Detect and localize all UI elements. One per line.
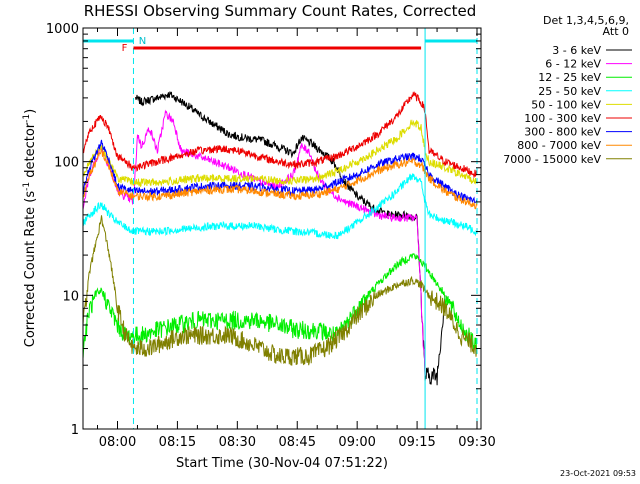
x-tick-label: 09:00 (338, 435, 375, 450)
axis-ticks: 08:00 08:15 08:30 08:45 09:00 09:15 09:30 1 10 10… (46, 22, 496, 450)
legend-label-5: 50 - 100 keV (531, 98, 601, 111)
legend-label-3: 12 - 25 keV (538, 71, 601, 84)
x-tick-label: 09:30 (458, 435, 495, 450)
legend-header-line: Det 1,3,4,5,6,9, (543, 14, 629, 27)
series-group (83, 91, 478, 386)
x-tick-label: 08:15 (159, 435, 196, 450)
y-tick-label: 10 (62, 289, 79, 304)
y-tick-label: 1 (71, 423, 79, 438)
series-line-6 (83, 91, 478, 179)
legend-header-line: Att 0 (603, 25, 629, 38)
series-line-7 (83, 139, 478, 204)
legend-label-9: 7000 - 15000 keV (503, 153, 601, 166)
legend-label-1: 3 - 6 keV (552, 44, 601, 57)
y-axis-label: Corrected Count Rate (s-1 detector-1) (22, 109, 38, 347)
legend-label-7: 300 - 800 keV (524, 126, 601, 139)
x-tick-label: 08:30 (219, 435, 256, 450)
series-line-8 (83, 147, 478, 210)
x-tick-label: 09:15 (398, 435, 435, 450)
flag-label-f: F (122, 43, 128, 54)
plot-area: FN (83, 28, 478, 429)
legend-label-8: 800 - 7000 keV (517, 139, 601, 152)
y-tick-label: 1000 (46, 22, 79, 37)
x-axis-label: Start Time (30-Nov-04 07:51:22) (176, 456, 388, 471)
x-tick-label: 08:45 (279, 435, 316, 450)
series-line-4 (83, 173, 478, 240)
y-tick-label: 100 (54, 156, 79, 171)
x-tick-label: 08:00 (99, 435, 136, 450)
series-line-5 (83, 119, 478, 188)
series-line-3 (83, 253, 478, 358)
plot-frame (82, 27, 482, 430)
legend-label-2: 6 - 12 keV (545, 58, 601, 71)
series-line-1 (135, 91, 446, 386)
legend-label-6: 100 - 300 keV (524, 112, 601, 125)
flag-label-n: N (139, 36, 146, 47)
timestamp: 23-Oct-2021 09:53 (560, 469, 636, 478)
chart-title: RHESSI Observing Summary Count Rates, Co… (84, 2, 477, 20)
series-line-9 (83, 215, 478, 366)
legend-label-4: 25 - 50 keV (538, 85, 601, 98)
